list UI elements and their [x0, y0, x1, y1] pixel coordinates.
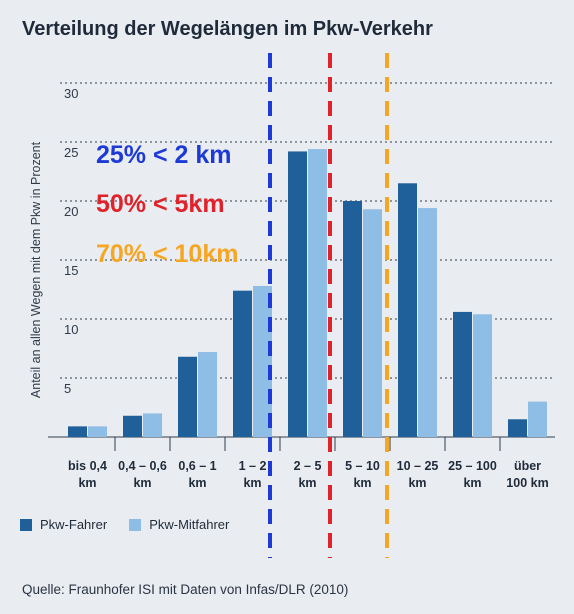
legend: Pkw-Fahrer Pkw-Mitfahrer	[20, 517, 251, 532]
x-tick-label: 100 km	[506, 476, 548, 490]
bar-pkw-mitfahrer	[88, 426, 107, 437]
x-tick-label: 10 – 25	[397, 459, 439, 473]
x-tick-label: km	[78, 476, 96, 490]
x-tick-label: über	[514, 459, 541, 473]
bar-pkw-mitfahrer	[528, 401, 547, 437]
annotation-text: 70% < 10km	[96, 240, 238, 268]
legend-swatch-fahrer	[20, 518, 32, 531]
x-tick-label: km	[188, 476, 206, 490]
y-tick-label: 5	[64, 381, 71, 396]
x-tick-label: km	[353, 476, 371, 490]
bar-pkw-mitfahrer	[418, 208, 437, 437]
y-tick-label: 20	[64, 204, 78, 219]
bar-pkw-fahrer	[508, 419, 527, 437]
bar-pkw-fahrer	[233, 290, 252, 437]
bar-pkw-fahrer	[68, 426, 87, 437]
x-tick-label: 2 – 5	[294, 459, 322, 473]
bar-pkw-mitfahrer	[198, 352, 217, 437]
y-tick-label: 30	[64, 86, 78, 101]
annotation-text: 25% < 2 km	[96, 141, 232, 169]
bar-pkw-fahrer	[398, 183, 417, 437]
x-tick-label: km	[408, 476, 426, 490]
y-tick-label: 25	[64, 145, 78, 160]
bar-pkw-fahrer	[343, 201, 362, 437]
legend-label-mitfahrer: Pkw-Mitfahrer	[149, 517, 230, 532]
legend-item-fahrer: Pkw-Fahrer	[20, 517, 107, 532]
bar-pkw-fahrer	[453, 311, 472, 437]
y-tick-label: 15	[64, 263, 78, 278]
source-note: Quelle: Fraunhofer ISI mit Daten von Inf…	[22, 582, 349, 597]
bar-pkw-fahrer	[288, 151, 307, 437]
bar-pkw-mitfahrer	[143, 413, 162, 437]
x-tick-label: 5 – 10	[345, 459, 380, 473]
bar-pkw-mitfahrer	[253, 285, 272, 437]
x-tick-label: 0,4 – 0,6	[118, 459, 167, 473]
chart-title: Verteilung der Wegelängen im Pkw-Verkehr	[22, 18, 433, 40]
bar-pkw-fahrer	[123, 415, 142, 437]
annotation-text: 50% < 5km	[96, 190, 225, 218]
x-tick-label: km	[463, 476, 481, 490]
x-tick-label: km	[243, 476, 261, 490]
x-tick-label: 25 – 100	[448, 459, 497, 473]
legend-item-mitfahrer: Pkw-Mitfahrer	[129, 517, 229, 532]
legend-label-fahrer: Pkw-Fahrer	[40, 517, 108, 532]
bar-pkw-mitfahrer	[363, 209, 382, 437]
bar-pkw-mitfahrer	[473, 314, 492, 437]
legend-swatch-mitfahrer	[129, 518, 142, 531]
bar-pkw-mitfahrer	[308, 149, 327, 437]
y-axis-label: Anteil an allen Wegen mit dem Pkw in Pro…	[29, 141, 43, 398]
x-tick-label: km	[133, 476, 151, 490]
x-tick-label: bis 0,4	[68, 459, 107, 473]
bar-pkw-fahrer	[178, 356, 197, 437]
x-tick-label: 0,6 – 1	[178, 459, 216, 473]
x-tick-label: km	[298, 476, 316, 490]
x-tick-label: 1 – 2	[239, 459, 267, 473]
y-tick-label: 10	[64, 322, 78, 337]
